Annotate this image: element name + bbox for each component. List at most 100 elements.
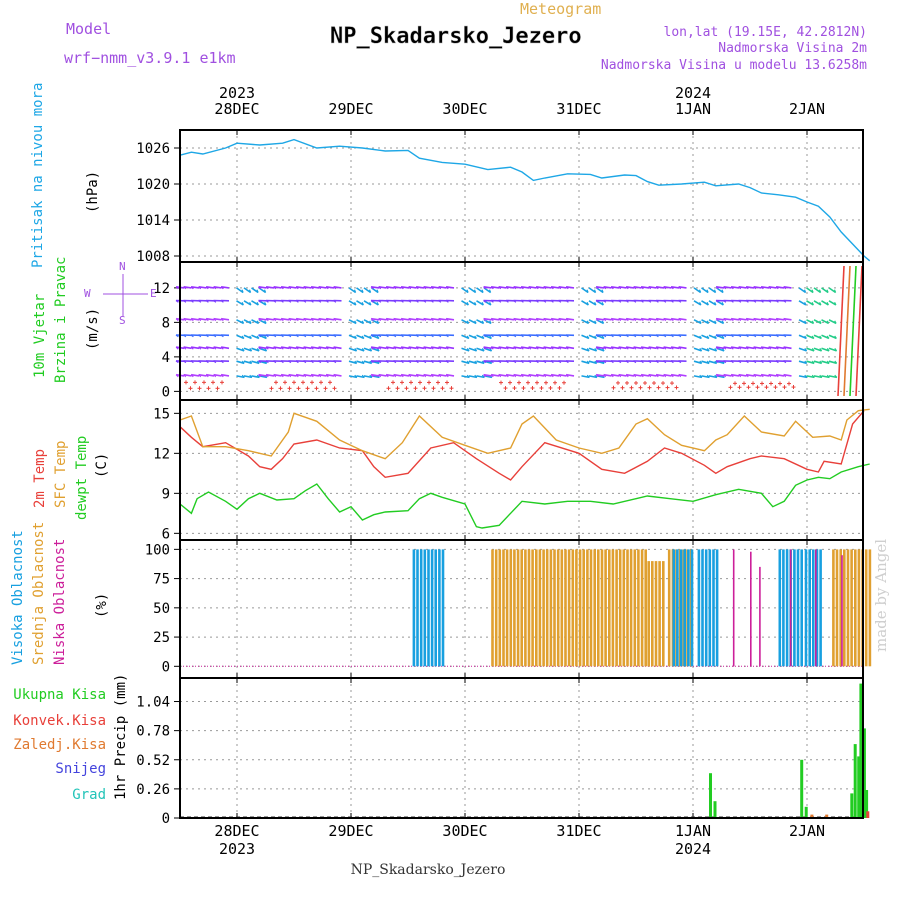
wind-vector (520, 317, 530, 321)
wind-vector-head (505, 300, 509, 303)
wind-vector-head (393, 334, 397, 338)
wind-vector-head (481, 301, 484, 306)
wind-vector-head (520, 300, 524, 303)
wind-vector-head (400, 300, 404, 303)
wind-vector-head (633, 334, 637, 338)
wind-vector-head (249, 374, 253, 378)
wind-vector-head (706, 289, 709, 293)
wind-vector-head (586, 320, 590, 324)
wind-vector (670, 346, 680, 350)
wind-vector (205, 286, 215, 289)
wind-vector (633, 346, 642, 350)
wind-vector (273, 373, 282, 377)
mid-cloud-bar (850, 549, 853, 667)
wind-vector-head (586, 374, 590, 378)
wind-vector (213, 286, 222, 289)
wind-vector-head (698, 289, 702, 293)
wind-vector-head (713, 289, 717, 293)
x-day-label-bottom: 2JAN (789, 822, 825, 840)
altitude-label: Nadmorska Visina 2m (718, 41, 867, 56)
wind-vector-head (295, 286, 299, 290)
wind-vector (595, 373, 605, 377)
high-cloud-label: Visoka Oblacnost (10, 530, 26, 665)
wind-vector-head (550, 360, 554, 364)
wind-vector (236, 287, 244, 294)
wind-vector-head (220, 360, 224, 364)
wind-vector-head (205, 334, 209, 338)
wind-vector-head (745, 286, 749, 290)
x-day-label-bottom: 30DEC (442, 822, 487, 840)
wind-vector-head (385, 286, 389, 290)
wind-vector-head (699, 374, 703, 378)
wind-vector (701, 287, 709, 294)
wind-vector (265, 286, 275, 289)
wind-vector (715, 346, 725, 350)
compass-north: N (119, 260, 126, 273)
wind-vector (183, 286, 192, 289)
wind-vector (701, 319, 709, 325)
wind-vector-head (393, 374, 397, 378)
wind-vector (385, 346, 395, 350)
wind-vector-head (354, 301, 357, 306)
mid-cloud-bar (531, 549, 534, 667)
wind-vector-head (593, 289, 597, 293)
x-day-label-bottom: 1JAN (675, 822, 711, 840)
wind-vector-head (303, 374, 307, 378)
wind-vector-head (775, 286, 779, 290)
wind-vector-head (753, 334, 757, 338)
wind-vector-head (783, 318, 787, 322)
wind-vector-head (295, 346, 299, 350)
y-tick-label: 12 (153, 281, 170, 297)
mid-cloud-bar (553, 549, 556, 667)
wind-vector-head (385, 360, 389, 364)
wind-vector-head (369, 360, 373, 364)
wind-vector (236, 375, 245, 379)
mid-cloud-bar (843, 549, 846, 667)
wind-vector-head (220, 300, 224, 303)
wind-vector (655, 373, 665, 377)
wind-vector (310, 346, 320, 350)
wind-vector-head (318, 334, 322, 338)
station-title: NP_Skadarsko_Jezero (330, 24, 582, 49)
x-day-label-bottom: 29DEC (328, 822, 373, 840)
wind-vector-head (273, 286, 277, 290)
wind-vector-head (826, 360, 830, 364)
wind-vector-head (706, 301, 709, 306)
wind-vector-head (368, 289, 372, 293)
mid-cloud-bar (527, 549, 531, 667)
wind-vector (783, 373, 792, 377)
wind-vector (483, 373, 492, 377)
wind-vector-head (466, 348, 470, 352)
wind-vector (513, 346, 522, 350)
wind-vector-head (760, 360, 764, 364)
wind-vector-head (550, 374, 554, 378)
wind-vector (476, 375, 485, 379)
wind-vector (693, 334, 702, 340)
high-cloud-bar (430, 549, 434, 667)
wind-vector-head (565, 374, 569, 378)
wind-vector-head (783, 346, 787, 350)
wind-vector-head (310, 346, 314, 350)
y-tick-label: 75 (153, 572, 170, 588)
mid-cloud-bar (502, 549, 505, 667)
wind-vector-head (625, 300, 629, 303)
wind-vector-head (625, 346, 629, 350)
low-cloud-label: Niska Oblacnost (52, 539, 68, 665)
wind-vector-head (819, 360, 823, 364)
mid-cloud-bar (864, 549, 868, 667)
wind-vector-head (370, 286, 374, 290)
mid-cloud-bar (535, 549, 538, 667)
panel-frame (179, 399, 864, 541)
wind-vector-head (595, 346, 599, 350)
wind-vector (445, 286, 455, 289)
wind-vector (528, 373, 537, 377)
wind-vector (348, 360, 357, 365)
wind-vector-head (354, 335, 357, 339)
wind-vector (445, 346, 455, 350)
wind-unit: (m/s) (85, 308, 101, 350)
wind-vector (348, 287, 357, 294)
wind-vector-head (715, 374, 719, 378)
wind-vector-head (738, 318, 742, 322)
wind-vector (461, 287, 469, 294)
credit: made by Angel (872, 539, 890, 652)
